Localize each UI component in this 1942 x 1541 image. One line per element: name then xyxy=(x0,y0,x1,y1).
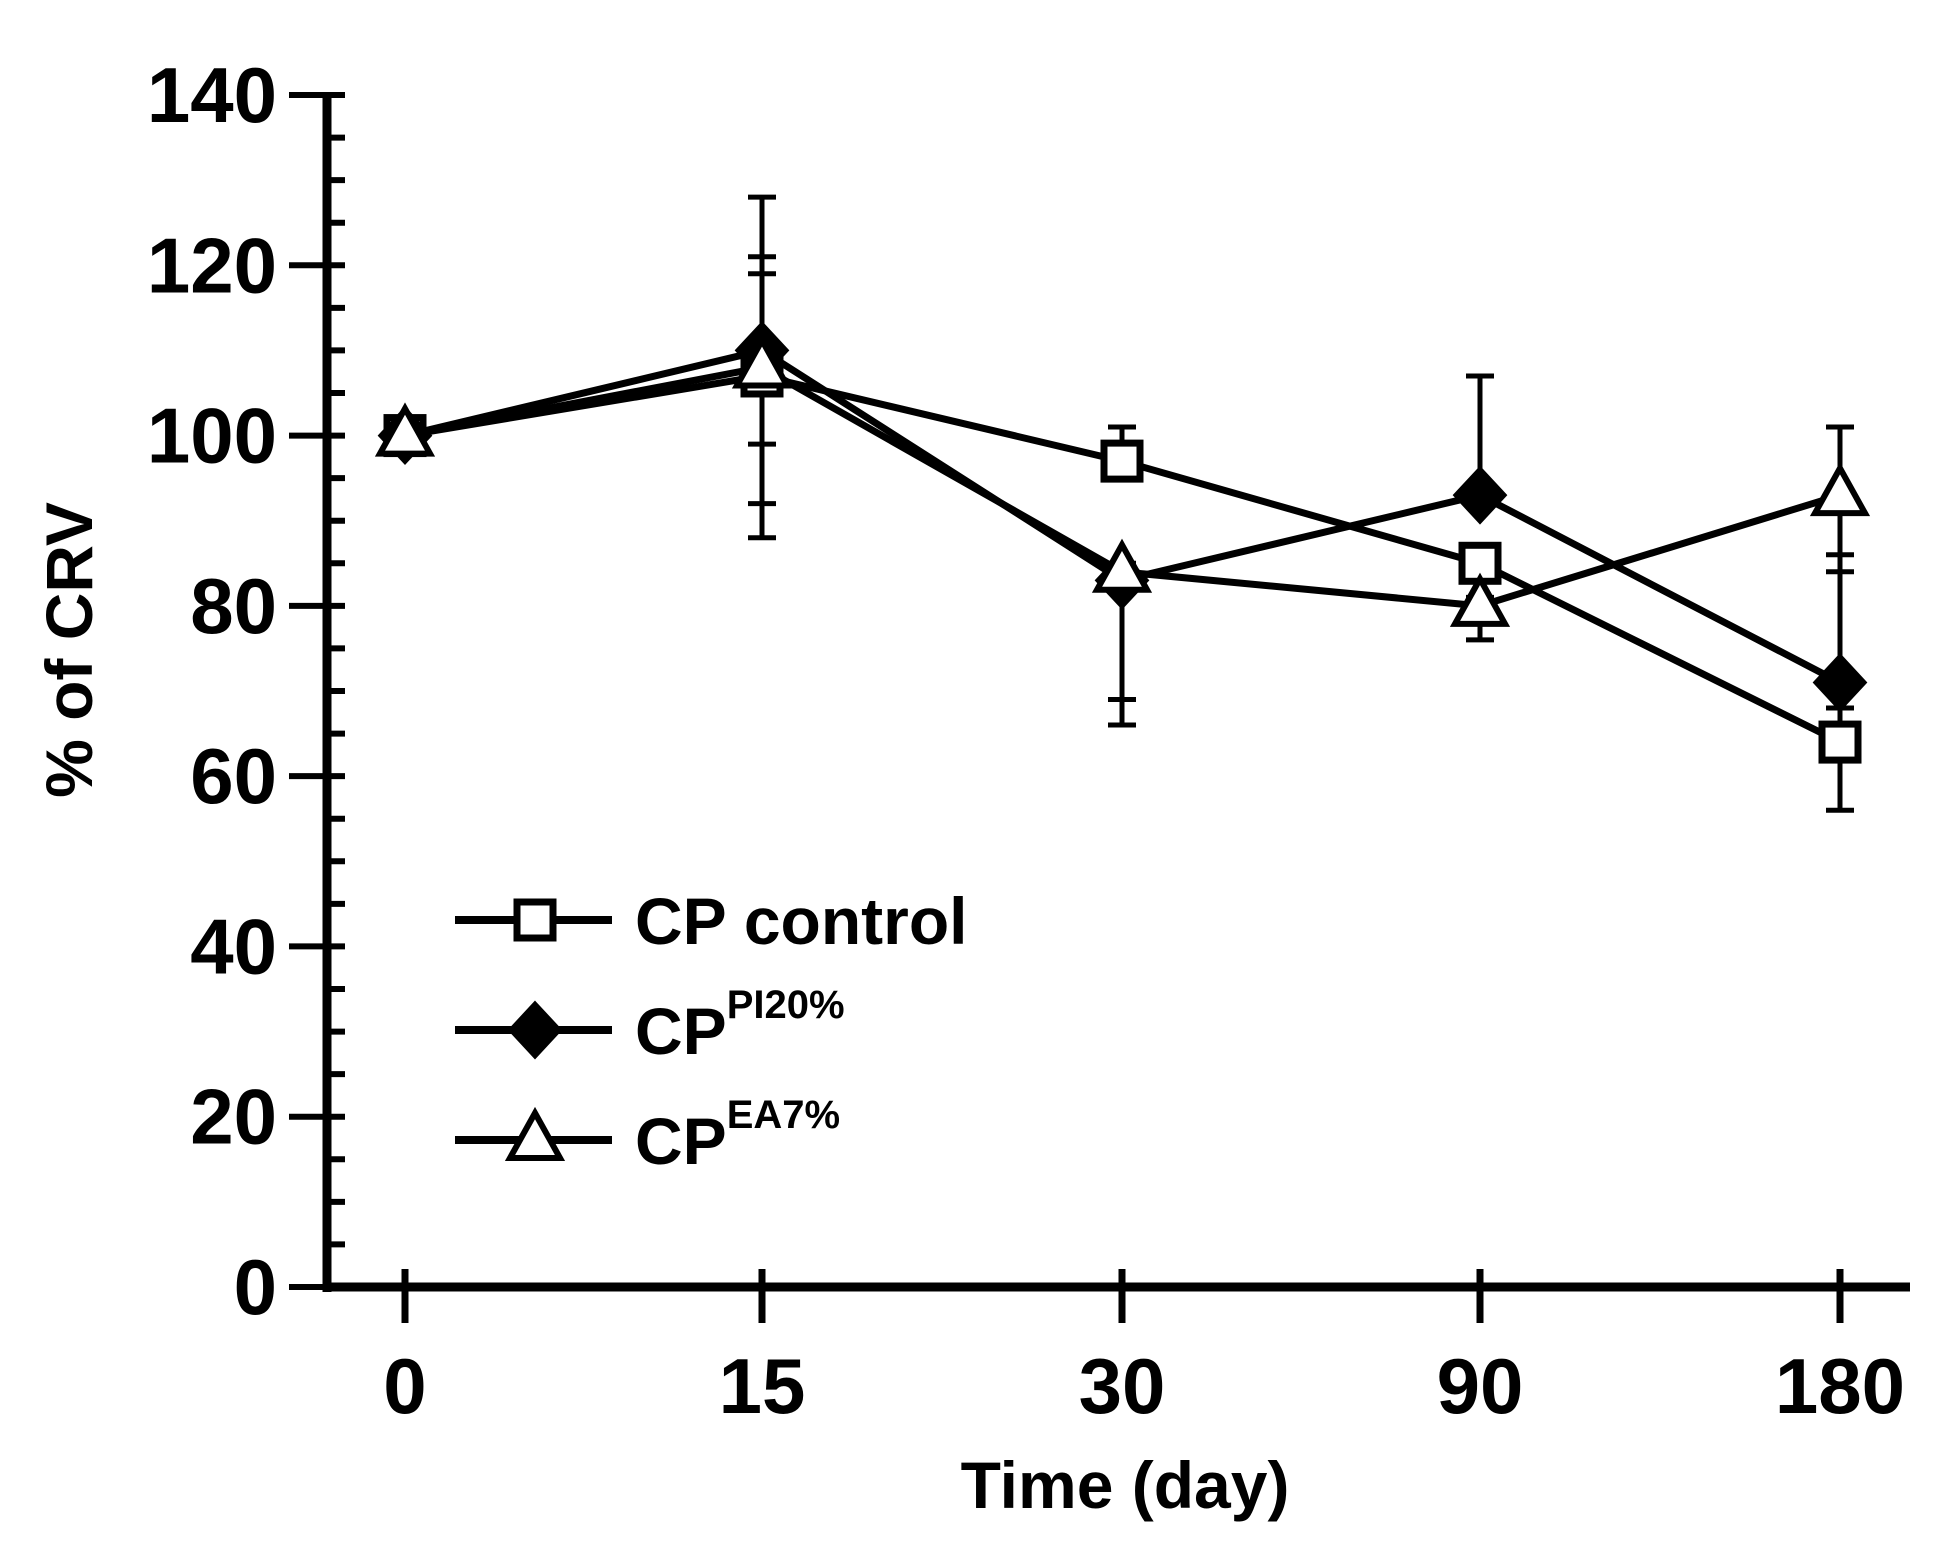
x-tick-label: 15 xyxy=(719,1342,806,1430)
data-point xyxy=(1809,461,1871,517)
legend-label-main: CP xyxy=(635,1104,727,1178)
y-tick-label: 140 xyxy=(147,51,277,139)
axes: 0 20 40 60 80 100 120 140 0 15 30 90 180 xyxy=(147,51,1910,1430)
y-tick-label: 80 xyxy=(190,562,277,650)
legend-marker xyxy=(504,1106,566,1161)
y-axis-title: % of CRV xyxy=(32,502,106,798)
y-tick-label: 60 xyxy=(190,732,277,820)
x-tick-label: 180 xyxy=(1775,1342,1905,1430)
legend-marker xyxy=(513,898,557,942)
data-point xyxy=(374,402,436,457)
legend-label-main: CP control xyxy=(635,884,967,958)
error-bars xyxy=(748,194,1854,813)
legend-label: CPPI20% xyxy=(635,983,845,1068)
legend-marker xyxy=(507,1000,563,1060)
data-point xyxy=(1452,465,1508,525)
y-tick-label: 120 xyxy=(147,221,277,309)
x-tick-label: 30 xyxy=(1079,1342,1166,1430)
x-tick-label: 0 xyxy=(383,1342,426,1430)
legend-label-main: CP xyxy=(635,994,727,1068)
y-tick-label: 0 xyxy=(234,1243,277,1331)
y-tick-label: 20 xyxy=(190,1073,277,1161)
legend-entry: CP control xyxy=(455,884,967,958)
data-point xyxy=(731,334,793,389)
series-markers xyxy=(374,320,1871,764)
legend-label: CP control xyxy=(635,884,967,958)
x-axis-title: Time (day) xyxy=(961,1448,1290,1522)
legend-entry: CPEA7% xyxy=(455,1093,840,1178)
y-tick-label: 40 xyxy=(190,902,277,990)
y-tick-label: 100 xyxy=(147,392,277,480)
data-point xyxy=(1812,653,1868,712)
legend-entry: CPPI20% xyxy=(455,983,845,1068)
data-point xyxy=(1100,439,1144,483)
data-point xyxy=(1818,720,1862,764)
data-point xyxy=(1449,572,1511,627)
x-tick-label: 90 xyxy=(1437,1342,1524,1430)
data-point xyxy=(1091,538,1153,593)
legend-label-superscript: EA7% xyxy=(727,1093,840,1137)
legend-label-superscript: PI20% xyxy=(727,983,845,1027)
legend-label: CPEA7% xyxy=(635,1093,840,1178)
